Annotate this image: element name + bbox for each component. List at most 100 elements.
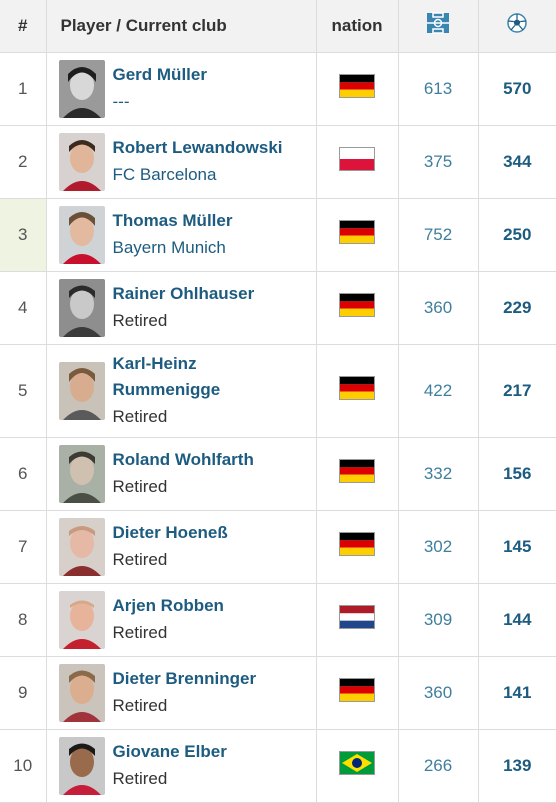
current-club-label: Retired bbox=[112, 310, 168, 330]
appearances-cell[interactable]: 375 bbox=[398, 125, 479, 199]
germany-flag-icon[interactable] bbox=[339, 74, 375, 98]
player-cell: Dieter Brenninger Retired bbox=[46, 656, 317, 730]
rank-cell: 9 bbox=[0, 656, 47, 730]
goals-cell[interactable]: 144 bbox=[478, 583, 556, 657]
player-name-link[interactable]: Robert Lewandowski bbox=[112, 137, 283, 157]
table-row: 1 Gerd Müller --- 613 570 bbox=[0, 52, 556, 126]
table-row: 10 Giovane Elber Retired 266 139 bbox=[0, 729, 556, 803]
germany-flag-icon[interactable] bbox=[339, 293, 375, 317]
player-cell: Robert Lewandowski FC Barcelona bbox=[46, 125, 317, 199]
rank-cell: 7 bbox=[0, 510, 47, 584]
nation-cell bbox=[316, 656, 399, 730]
current-club-label: Retired bbox=[112, 695, 168, 715]
player-photo[interactable] bbox=[58, 361, 105, 420]
player-name-link[interactable]: Roland Wohlfarth bbox=[112, 449, 254, 469]
appearances-cell[interactable]: 332 bbox=[398, 437, 479, 511]
rank-cell: 1 bbox=[0, 52, 47, 126]
goals-cell[interactable]: 141 bbox=[478, 656, 556, 730]
appearances-cell[interactable]: 422 bbox=[398, 344, 479, 438]
player-name-link[interactable]: Arjen Robben bbox=[112, 595, 224, 615]
current-club-link[interactable]: --- bbox=[112, 91, 130, 111]
table-header-row: # Player / Current club nation bbox=[0, 0, 556, 53]
nation-cell bbox=[316, 729, 399, 803]
football-icon bbox=[507, 13, 527, 38]
germany-flag-icon[interactable] bbox=[339, 220, 375, 244]
player-name-link[interactable]: Karl-Heinz Rummenigge bbox=[112, 353, 221, 399]
player-name-link[interactable]: Dieter Brenninger bbox=[112, 668, 257, 688]
player-name-link[interactable]: Thomas Müller bbox=[112, 210, 233, 230]
rank-column-header[interactable]: # bbox=[0, 0, 47, 53]
rank-cell: 6 bbox=[0, 437, 47, 511]
player-photo[interactable] bbox=[58, 205, 105, 264]
appearances-cell[interactable]: 266 bbox=[398, 729, 479, 803]
nation-cell bbox=[316, 198, 399, 272]
goals-cell[interactable]: 250 bbox=[478, 198, 556, 272]
current-club-label: Retired bbox=[112, 549, 168, 569]
current-club-link[interactable]: FC Barcelona bbox=[112, 164, 217, 184]
appearances-cell[interactable]: 360 bbox=[398, 656, 479, 730]
player-cell: Giovane Elber Retired bbox=[46, 729, 317, 803]
player-photo[interactable] bbox=[58, 278, 105, 337]
player-photo[interactable] bbox=[58, 663, 105, 722]
table-row: 6 Roland Wohlfarth Retired 332 1 bbox=[0, 437, 556, 511]
germany-flag-icon[interactable] bbox=[339, 376, 375, 400]
player-photo[interactable] bbox=[58, 59, 105, 118]
appearances-cell[interactable]: 613 bbox=[398, 52, 479, 126]
germany-flag-icon[interactable] bbox=[339, 678, 375, 702]
appearances-cell[interactable]: 302 bbox=[398, 510, 479, 584]
player-column-header[interactable]: Player / Current club bbox=[46, 0, 317, 53]
goals-cell[interactable]: 156 bbox=[478, 437, 556, 511]
brazil-flag-icon[interactable] bbox=[339, 751, 375, 775]
player-photo[interactable] bbox=[58, 132, 105, 191]
goals-column-header[interactable] bbox=[478, 0, 556, 53]
nation-cell bbox=[316, 583, 399, 657]
goals-cell[interactable]: 570 bbox=[478, 52, 556, 126]
player-cell: Rainer Ohlhauser Retired bbox=[46, 271, 317, 345]
appearances-cell[interactable]: 309 bbox=[398, 583, 479, 657]
rank-cell: 3 bbox=[0, 198, 47, 272]
goals-cell[interactable]: 344 bbox=[478, 125, 556, 199]
table-row: 4 Rainer Ohlhauser Retired 360 2 bbox=[0, 271, 556, 345]
goals-cell[interactable]: 217 bbox=[478, 344, 556, 438]
nation-cell bbox=[316, 271, 399, 345]
poland-flag-icon[interactable] bbox=[339, 147, 375, 171]
table-row: 8 Arjen Robben Retired 309 144 bbox=[0, 583, 556, 657]
player-name-link[interactable]: Giovane Elber bbox=[112, 741, 227, 761]
nation-column-header[interactable]: nation bbox=[316, 0, 399, 53]
germany-flag-icon[interactable] bbox=[339, 459, 375, 483]
current-club-label: Retired bbox=[112, 768, 168, 788]
rank-cell: 2 bbox=[0, 125, 47, 199]
appearances-cell[interactable]: 360 bbox=[398, 271, 479, 345]
current-club-link[interactable]: Bayern Munich bbox=[112, 237, 226, 257]
table-row: 3 Thomas Müller Bayern Munich 752 bbox=[0, 198, 556, 272]
rank-cell: 8 bbox=[0, 583, 47, 657]
current-club-label: Retired bbox=[112, 622, 168, 642]
player-photo[interactable] bbox=[58, 517, 105, 576]
nation-cell bbox=[316, 52, 399, 126]
player-photo[interactable] bbox=[58, 444, 105, 503]
germany-flag-icon[interactable] bbox=[339, 532, 375, 556]
nation-cell bbox=[316, 510, 399, 584]
appearances-column-header[interactable] bbox=[398, 0, 479, 53]
player-photo[interactable] bbox=[58, 736, 105, 795]
player-name-link[interactable]: Dieter Hoeneß bbox=[112, 522, 228, 542]
player-name-link[interactable]: Gerd Müller bbox=[112, 64, 207, 84]
nation-cell bbox=[316, 344, 399, 438]
table-row: 2 Robert Lewandowski FC Barcelona 375 bbox=[0, 125, 556, 199]
table-row: 5 Karl-Heinz Rummenigge Retired 422 bbox=[0, 344, 556, 438]
nation-cell bbox=[316, 437, 399, 511]
netherlands-flag-icon[interactable] bbox=[339, 605, 375, 629]
player-name-link[interactable]: Rainer Ohlhauser bbox=[112, 283, 255, 303]
table-row: 7 Dieter Hoeneß Retired 302 145 bbox=[0, 510, 556, 584]
goals-cell[interactable]: 145 bbox=[478, 510, 556, 584]
appearances-cell[interactable]: 752 bbox=[398, 198, 479, 272]
player-cell: Arjen Robben Retired bbox=[46, 583, 317, 657]
player-cell: Dieter Hoeneß Retired bbox=[46, 510, 317, 584]
player-cell: Roland Wohlfarth Retired bbox=[46, 437, 317, 511]
goals-cell[interactable]: 139 bbox=[478, 729, 556, 803]
goals-cell[interactable]: 229 bbox=[478, 271, 556, 345]
player-photo[interactable] bbox=[58, 590, 105, 649]
nation-cell bbox=[316, 125, 399, 199]
pitch-icon bbox=[426, 11, 450, 40]
